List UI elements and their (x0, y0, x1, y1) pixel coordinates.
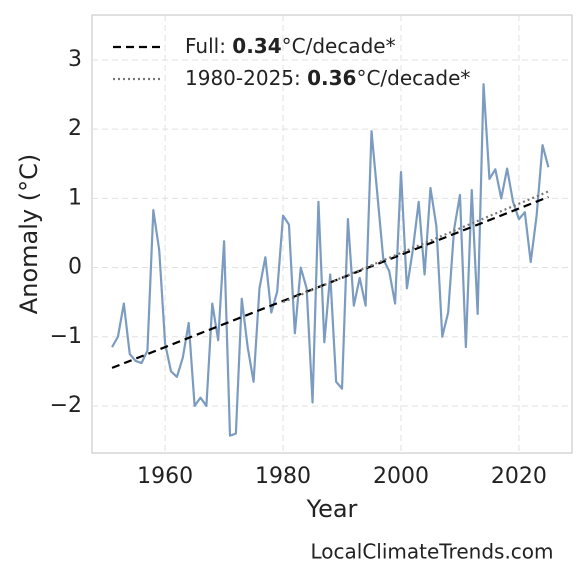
x-tick-label: 1980 (255, 464, 311, 489)
y-tick-label: 3 (68, 47, 82, 72)
data-line (111, 83, 550, 437)
y-tick-label: 2 (68, 116, 82, 141)
legend-text: °C/decade* (282, 34, 396, 58)
plot-frame (91, 14, 573, 454)
y-tick-label: −2 (50, 393, 82, 418)
y-axis-label: Anomaly (°C) (15, 154, 43, 314)
y-tick-label: 0 (68, 255, 82, 280)
legend-text: 1980-2025: (185, 66, 307, 90)
legend-label: Full: 0.34°C/decade* (185, 34, 396, 58)
legend-text: 0.36 (307, 66, 356, 90)
legend-text: Full: (185, 34, 232, 58)
x-axis-label: Year (306, 495, 358, 523)
y-tick-label: 1 (68, 185, 82, 210)
x-tick-label: 1960 (137, 464, 193, 489)
x-tick-label: 2020 (491, 464, 547, 489)
watermark: LocalClimateTrends.com (310, 540, 553, 564)
x-tick-label: 2000 (373, 464, 429, 489)
legend-label: 1980-2025: 0.36°C/decade* (185, 66, 470, 90)
legend-text: °C/decade* (356, 66, 470, 90)
legend-text: 0.34 (232, 34, 281, 58)
y-tick-label: −1 (50, 324, 82, 349)
